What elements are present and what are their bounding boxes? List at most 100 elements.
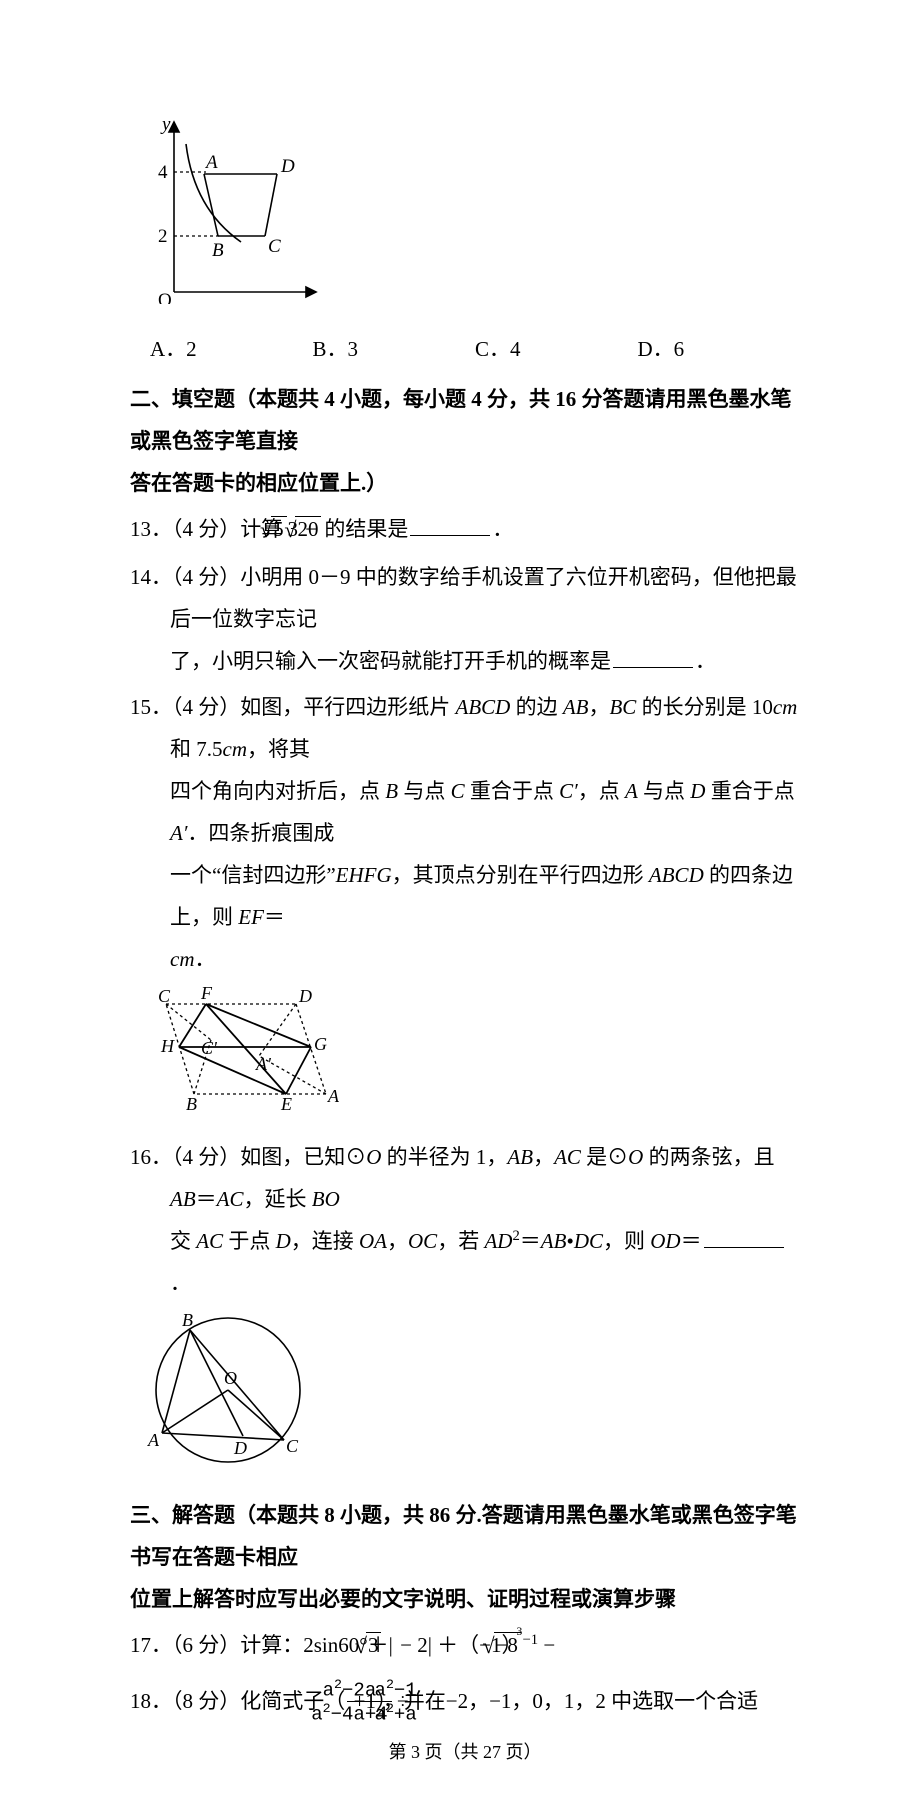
q16-figure: B O A D C — [146, 1308, 800, 1484]
q15-cm: cm — [773, 695, 798, 719]
option-c: C．4 — [475, 328, 638, 370]
t: 于点 — [223, 1229, 276, 1253]
q15-ap: A′ — [170, 821, 187, 845]
lbl: C — [286, 1436, 299, 1456]
q15-t: 15．（4 分）如图，平行四边形纸片 — [130, 695, 456, 719]
lbl: B — [186, 1094, 197, 1112]
t: ，若 — [437, 1229, 484, 1253]
section-3-line1: 三、解答题（本题共 8 小题，共 86 分.答题请用黑色墨水笔或黑色签字笔书写在… — [130, 1503, 797, 1569]
q15-t: 四个角向内对折后，点 — [170, 779, 385, 803]
eq: ＝ — [196, 1187, 217, 1211]
eq2: ＝ — [520, 1229, 541, 1253]
option-a: A．2 — [150, 328, 313, 370]
section-2-line2: 答在答题卡的相应位置上.） — [130, 471, 387, 495]
q15-ab: AB — [563, 695, 589, 719]
q14-line2b: ． — [695, 649, 716, 673]
ad: AD — [484, 1229, 512, 1253]
pt-a: A — [204, 152, 218, 173]
dc: DC — [574, 1229, 603, 1253]
q15-t: ，其顶点分别在平行四边形 — [392, 863, 649, 887]
axis-y-label: y — [160, 114, 171, 135]
q15-t: 重合于点 — [465, 779, 560, 803]
q15-t: ，将其 — [247, 737, 310, 761]
page-footer: 第 3 页（共 27 页） — [130, 1734, 800, 1770]
exp: −1 — [523, 1632, 539, 1648]
o: O — [366, 1145, 381, 1169]
sqrt-icon: 20 — [322, 508, 324, 552]
option-d: D．6 — [638, 328, 801, 370]
t: ，则 — [603, 1229, 650, 1253]
q13-period: ． — [492, 517, 513, 541]
q15-cp: C′ — [559, 779, 578, 803]
lbl: O — [224, 1368, 237, 1388]
q15-t: ．四条折痕围成 — [187, 821, 334, 845]
q15-a: A — [625, 779, 638, 803]
section-2-line1: 二、填空题（本题共 4 小题，每小题 4 分，共 16 分答题请用黑色墨水笔或黑… — [130, 387, 792, 453]
t: ， — [387, 1229, 408, 1253]
axis-origin: O — [158, 290, 172, 304]
t: 16．（4 分）如图，已知⊙ — [130, 1145, 366, 1169]
lbl: H — [160, 1036, 175, 1056]
ab3: AB — [541, 1229, 567, 1253]
ac: AC — [554, 1145, 581, 1169]
q15-ehfg: EHFG — [336, 863, 392, 887]
pt-d: D — [280, 156, 295, 177]
sqrt-icon: 3 — [393, 1624, 395, 1668]
crad: −8 — [494, 1632, 521, 1657]
ab2: AB — [170, 1187, 196, 1211]
t: 17．（6 分）计算：2sin60°＋| — [130, 1633, 393, 1657]
lbl: A — [147, 1430, 160, 1450]
blank-field — [410, 513, 490, 536]
n: 2 — [334, 1677, 342, 1692]
t: 的半径为 1， — [381, 1145, 507, 1169]
q15-t: ． — [195, 947, 216, 971]
q15-d: D — [690, 779, 705, 803]
n: a — [323, 1680, 334, 1702]
o2: O — [628, 1145, 643, 1169]
bo: BO — [312, 1187, 340, 1211]
ac2: AC — [217, 1187, 244, 1211]
q15-cm: cm — [223, 737, 248, 761]
q15-abcd: ABCD — [456, 695, 511, 719]
q15-t: 和 7.5 — [170, 737, 223, 761]
blank-field — [613, 645, 693, 668]
q15-cm2: cm — [170, 947, 195, 971]
lbl: E — [280, 1094, 292, 1112]
q15-t: ，点 — [578, 779, 625, 803]
q12-options: A．2 B．3 C．4 D．6 — [150, 328, 800, 370]
sq: 2 — [512, 1228, 519, 1244]
q13: 13．（4 分）计算 35 − 20的结果是． — [130, 508, 800, 552]
ac3: AC — [196, 1229, 223, 1253]
q15-t: ， — [588, 695, 609, 719]
q13-rad2: 20 — [295, 516, 321, 541]
tick-4: 4 — [158, 162, 168, 183]
q14-line1: 14．（4 分）小明用 0－9 中的数字给手机设置了六位开机密码，但他把最后一位… — [130, 556, 800, 640]
dot: • — [566, 1229, 573, 1253]
q15-bc: BC — [609, 695, 636, 719]
od: OD — [650, 1229, 680, 1253]
lbl: D — [233, 1438, 247, 1458]
q17: 17．（6 分）计算：2sin60°＋|3 − 2| ＋（−1）−1 − 3−8 — [130, 1624, 800, 1668]
section-2-header: 二、填空题（本题共 4 小题，每小题 4 分，共 16 分答题请用黑色墨水笔或黑… — [130, 378, 800, 504]
lbl: A — [327, 1086, 340, 1106]
q12-figure: y O 2 4 A D C B — [146, 114, 800, 318]
option-b: B．3 — [313, 328, 476, 370]
pt-b: B — [212, 240, 224, 261]
q15-b: B — [385, 779, 398, 803]
t: 是⊙ — [581, 1145, 628, 1169]
q13-suffix: 的结果是 — [324, 517, 408, 541]
tick-2: 2 — [158, 226, 168, 247]
section-3-line2: 位置上解答时应写出必要的文字说明、证明过程或演算步骤 — [130, 1587, 676, 1611]
q16: 16．（4 分）如图，已知⊙O 的半径为 1，AB，AC 是⊙O 的两条弦，且 … — [130, 1136, 800, 1304]
q15-figure: C F D H C' A' G B E A — [146, 984, 800, 1126]
q15-c: C — [451, 779, 465, 803]
lbl: B — [182, 1310, 193, 1330]
q18: 18．（8 分）化简式子（ a2−2a a2−4a+4 +1）÷ a2−1 a2… — [130, 1678, 800, 1725]
q15-t: 一个“信封四边形” — [170, 863, 336, 887]
d: a — [311, 1704, 322, 1726]
t: ，连接 — [291, 1229, 359, 1253]
lbl: C' — [201, 1038, 218, 1058]
lbl: C — [158, 986, 171, 1006]
t: ． — [170, 1271, 191, 1295]
t: 的两条弦，且 — [643, 1145, 774, 1169]
